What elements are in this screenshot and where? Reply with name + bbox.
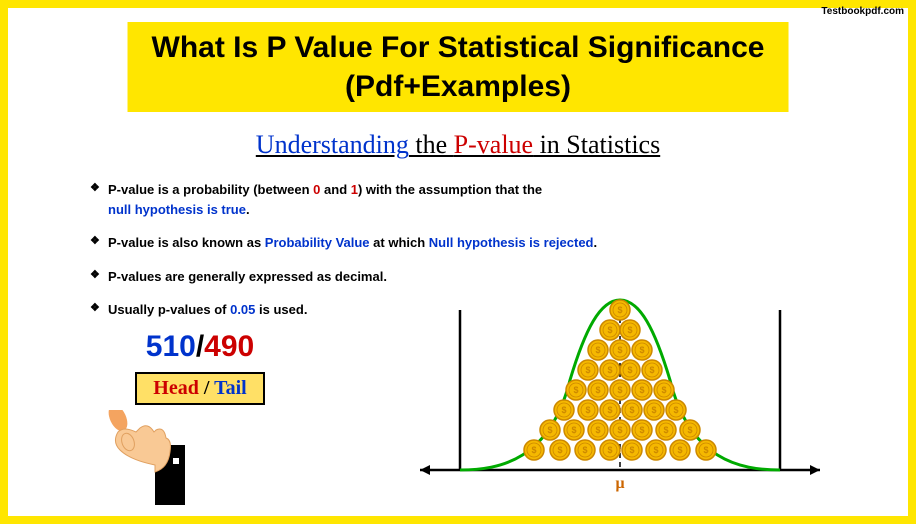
bullet-text: ) with the assumption that the <box>358 182 542 197</box>
bullet-text: P-value is also known as <box>108 235 265 250</box>
bullet-text: is used. <box>255 302 307 317</box>
svg-text:$: $ <box>573 385 578 395</box>
head-label: Head <box>153 377 199 399</box>
coin-flip-graphic: 510/490 Head / Tail <box>100 330 300 405</box>
bullet-text: Usually p-values of <box>108 302 230 317</box>
ratio-left: 510 <box>146 330 196 363</box>
svg-text:$: $ <box>629 445 634 455</box>
svg-text:$: $ <box>582 445 587 455</box>
svg-text:$: $ <box>595 425 600 435</box>
bullet-highlight: null hypothesis is true <box>108 202 246 217</box>
watermark: Testbookpdf.com <box>821 6 904 17</box>
ratio-text: 510/490 <box>100 330 300 364</box>
ratio-slash: / <box>196 330 204 363</box>
svg-text:$: $ <box>617 305 622 315</box>
ratio-right: 490 <box>204 330 254 363</box>
svg-text:$: $ <box>617 425 622 435</box>
bullet-highlight: Probability Value <box>265 235 370 250</box>
bullet-1: P-value is a probability (between 0 and … <box>90 180 716 219</box>
svg-text:$: $ <box>629 405 634 415</box>
svg-text:$: $ <box>617 385 622 395</box>
svg-text:$: $ <box>617 345 622 355</box>
svg-text:$: $ <box>557 445 562 455</box>
sep: / <box>199 377 214 399</box>
svg-text:$: $ <box>585 365 590 375</box>
title-line-1: What Is P Value For Statistical Signific… <box>152 28 765 67</box>
svg-text:$: $ <box>673 405 678 415</box>
head-tail-box: Head / Tail <box>135 372 265 405</box>
hand-icon <box>100 410 210 515</box>
bullet-highlight: Null hypothesis is rejected <box>429 235 594 250</box>
subtitle-the: the <box>409 130 454 159</box>
bullet-highlight: 1 <box>351 182 358 197</box>
svg-text:$: $ <box>663 425 668 435</box>
svg-text:$: $ <box>639 345 644 355</box>
bullet-2: P-value is also known as Probability Val… <box>90 233 716 253</box>
svg-text:$: $ <box>607 405 612 415</box>
subtitle: Understanding the P-value in Statistics <box>256 130 660 160</box>
subtitle-understanding: Understanding <box>256 130 409 159</box>
svg-text:$: $ <box>649 365 654 375</box>
bullet-text: P-values are generally expressed as deci… <box>108 269 387 284</box>
svg-text:$: $ <box>607 365 612 375</box>
svg-text:$: $ <box>595 385 600 395</box>
svg-text:$: $ <box>595 345 600 355</box>
svg-text:$: $ <box>703 445 708 455</box>
bullet-text: at which <box>370 235 429 250</box>
svg-text:$: $ <box>651 405 656 415</box>
svg-text:$: $ <box>607 445 612 455</box>
title-line-2: (Pdf+Examples) <box>152 67 765 106</box>
svg-text:$: $ <box>607 325 612 335</box>
svg-text:μ: μ <box>615 475 624 492</box>
svg-text:$: $ <box>661 385 666 395</box>
main-title: What Is P Value For Statistical Signific… <box>128 22 789 112</box>
svg-text:$: $ <box>639 425 644 435</box>
svg-text:$: $ <box>687 425 692 435</box>
subtitle-rest: in Statistics <box>533 130 660 159</box>
svg-text:$: $ <box>653 445 658 455</box>
svg-text:$: $ <box>547 425 552 435</box>
bullet-highlight: 0.05 <box>230 302 255 317</box>
subtitle-pvalue: P-value <box>454 130 533 159</box>
bell-curve-chart: $ $ $ $ $ $ $ $ $ $ $ $ $ $ $ $ $ $ $ $ $ $ $ $ $ $ $ $ $ $ $ $ $ $ $ $ μ <box>400 280 840 500</box>
bullet-text: . <box>246 202 250 217</box>
svg-text:$: $ <box>531 445 536 455</box>
svg-text:$: $ <box>585 405 590 415</box>
bullet-text: P-value is a probability (between <box>108 182 313 197</box>
svg-text:$: $ <box>677 445 682 455</box>
svg-text:$: $ <box>571 425 576 435</box>
svg-text:$: $ <box>639 385 644 395</box>
bullet-text: . <box>594 235 598 250</box>
svg-text:$: $ <box>627 325 632 335</box>
tail-label: Tail <box>214 377 247 399</box>
bullet-text: and <box>320 182 350 197</box>
svg-text:$: $ <box>627 365 632 375</box>
svg-text:$: $ <box>561 405 566 415</box>
